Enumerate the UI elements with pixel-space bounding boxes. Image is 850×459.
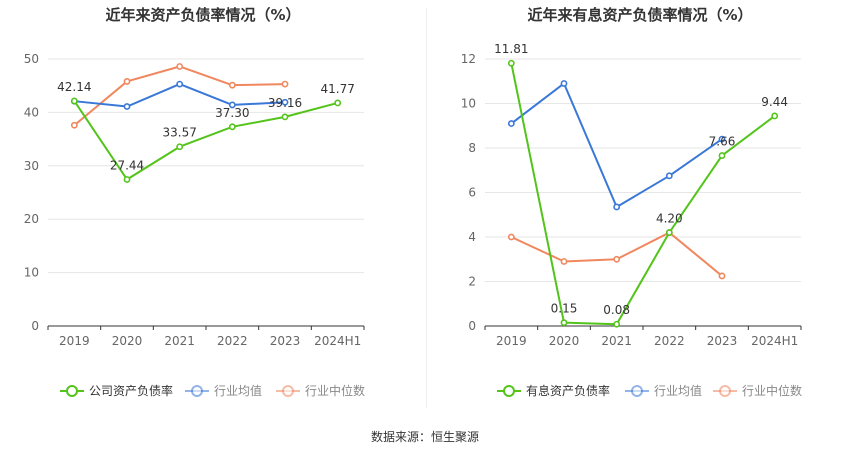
data-label: 27.44 — [110, 158, 144, 172]
y-tick-label: 50 — [24, 52, 39, 66]
data-point[interactable] — [718, 152, 726, 159]
data-label: 37.30 — [215, 106, 249, 120]
data-point[interactable] — [228, 81, 236, 89]
chart-title: 近年来资产负债率情况（%） — [105, 6, 300, 24]
data-point[interactable] — [123, 176, 131, 183]
data-label: 0.15 — [551, 302, 578, 316]
data-label: 39.16 — [268, 96, 302, 110]
data-point[interactable] — [507, 59, 515, 67]
x-tick-label: 2024H1 — [751, 334, 798, 348]
legend-label: 公司资产负债率 — [89, 383, 173, 398]
legend-item-2[interactable]: 行业均值 — [185, 383, 262, 398]
series-line-1 — [510, 63, 776, 326]
legend-item-1[interactable]: 公司资产负债率 — [60, 383, 173, 398]
series-line-3 — [73, 65, 286, 126]
data-label: 7.66 — [709, 135, 736, 149]
chart-2: 近年来有息资产负债率情况（%） 0 2 4 6 8 10 12 2019 2020 2021 2022… — [461, 6, 802, 398]
legend-label: 行业均值 — [654, 383, 702, 398]
data-point[interactable] — [228, 123, 236, 131]
y-tick-label: 40 — [24, 105, 39, 119]
data-point[interactable] — [613, 203, 621, 211]
data-point[interactable] — [560, 258, 568, 265]
data-point[interactable] — [176, 143, 184, 151]
legend-item-1[interactable]: 有息资产负债率 — [497, 383, 610, 398]
y-tick-label: 0 — [468, 319, 476, 333]
x-tick-label: 2021 — [601, 334, 632, 348]
y-tick-label: 20 — [24, 212, 39, 226]
data-point[interactable] — [613, 255, 621, 263]
x-tick-label: 2020 — [112, 334, 143, 348]
x-tick-label: 2023 — [707, 334, 738, 348]
x-tick-label: 2020 — [549, 334, 580, 348]
legend-marker — [191, 385, 203, 397]
y-tick-label: 6 — [468, 186, 476, 200]
legend-marker — [631, 385, 643, 397]
data-point[interactable] — [665, 229, 673, 236]
data-point[interactable] — [281, 98, 289, 106]
data-point[interactable] — [176, 80, 184, 88]
data-point[interactable] — [334, 99, 342, 107]
data-label: 33.57 — [162, 126, 196, 140]
data-point[interactable] — [507, 233, 515, 241]
data-label: 41.77 — [320, 82, 354, 96]
data-point[interactable] — [560, 80, 568, 87]
legend-marker — [503, 385, 515, 397]
y-tick-label: 30 — [24, 159, 39, 173]
data-point[interactable] — [718, 272, 726, 280]
data-point[interactable] — [281, 113, 289, 121]
data-point[interactable] — [718, 135, 726, 143]
x-tick-label: 2024H1 — [314, 334, 361, 348]
data-label: 11.81 — [494, 42, 528, 56]
legend-marker — [719, 385, 731, 397]
x-tick-label: 2023 — [270, 334, 301, 348]
series-line-3 — [510, 231, 723, 277]
x-tick-label: 2019 — [496, 334, 527, 348]
y-tick-label: 12 — [461, 52, 476, 66]
series-line-1 — [73, 100, 338, 181]
panel-divider — [426, 8, 427, 408]
legend-label: 行业均值 — [214, 383, 262, 398]
data-point[interactable] — [665, 172, 673, 180]
y-tick-label: 10 — [461, 97, 476, 111]
data-point[interactable] — [613, 320, 621, 328]
data-label: 42.14 — [57, 80, 91, 94]
legend-item-3[interactable]: 行业中位数 — [713, 383, 802, 398]
data-point[interactable] — [560, 319, 568, 327]
x-tick-label: 2021 — [164, 334, 195, 348]
chart-title: 近年来有息资产负债率情况（%） — [527, 6, 752, 24]
legend-marker — [66, 385, 78, 397]
y-tick-label: 10 — [24, 266, 39, 280]
data-point[interactable] — [771, 112, 779, 120]
legend-label: 行业中位数 — [742, 383, 802, 398]
data-point[interactable] — [123, 78, 131, 85]
legend-marker — [282, 385, 294, 397]
x-tick-label: 2022 — [654, 334, 685, 348]
data-point[interactable] — [507, 120, 515, 127]
x-tick-label: 2019 — [59, 334, 90, 348]
data-label: 4.20 — [656, 212, 683, 226]
data-point[interactable] — [176, 63, 184, 70]
legend-label: 有息资产负债率 — [526, 383, 610, 398]
chart-1: 近年来资产负债率情况（%） 0 10 20 30 40 50 2019 2020 2021 2022… — [24, 6, 365, 398]
data-label: 0.08 — [603, 303, 630, 317]
legend-label: 行业中位数 — [305, 383, 365, 398]
series-line-2 — [510, 82, 723, 208]
data-point[interactable] — [70, 121, 78, 129]
data-point[interactable] — [228, 101, 236, 109]
y-tick-label: 8 — [468, 141, 476, 155]
y-tick-label: 4 — [468, 230, 476, 244]
y-tick-label: 2 — [468, 275, 476, 289]
data-point[interactable] — [123, 103, 131, 110]
data-point[interactable] — [70, 97, 78, 105]
data-point[interactable] — [281, 80, 289, 88]
data-source: 数据来源：恒生聚源 — [370, 430, 479, 444]
legend-item-3[interactable]: 行业中位数 — [276, 383, 365, 398]
x-tick-label: 2022 — [217, 334, 248, 348]
y-tick-label: 0 — [31, 319, 39, 333]
legend-item-2[interactable]: 行业均值 — [625, 383, 702, 398]
data-label: 9.44 — [761, 95, 788, 109]
